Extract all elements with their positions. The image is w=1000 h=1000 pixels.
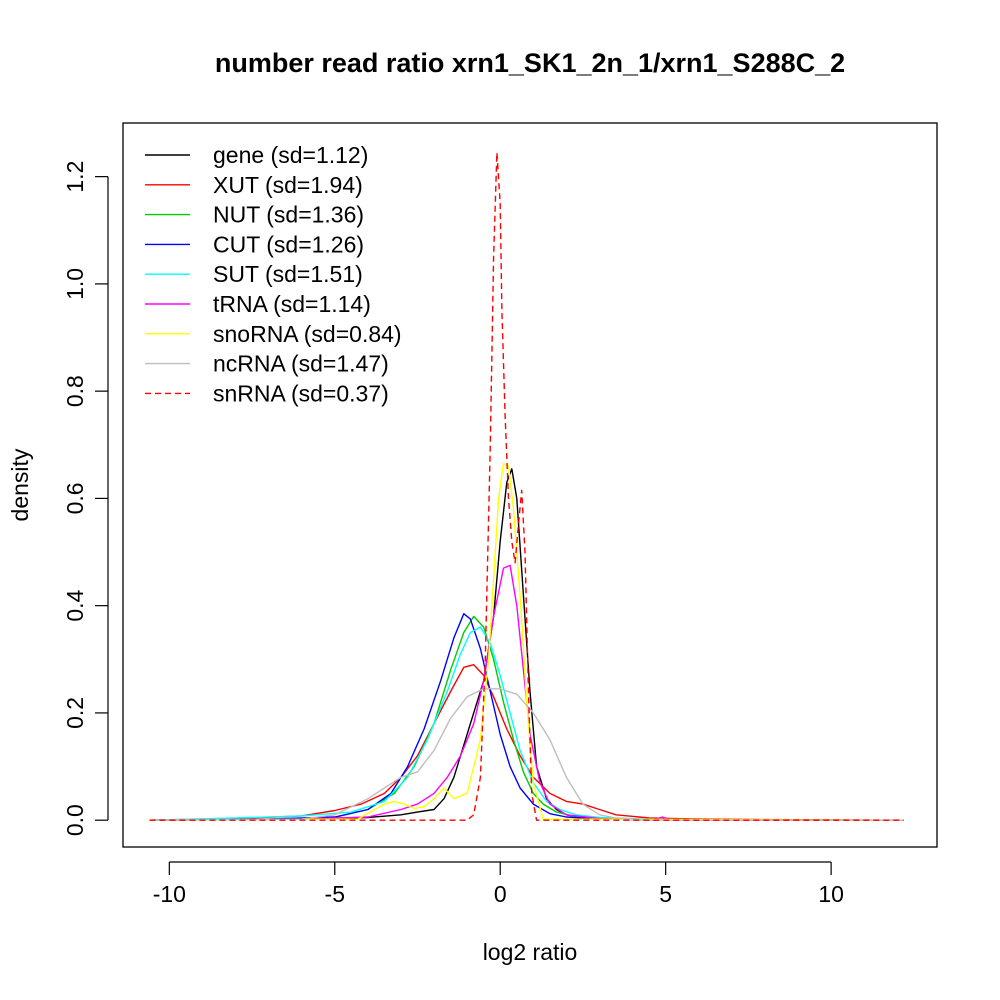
legend-label: NUT (sd=1.36) xyxy=(213,202,364,228)
x-tick-label: -5 xyxy=(325,881,345,907)
legend-label: snRNA (sd=0.37) xyxy=(213,380,389,406)
y-tick-label: 0.6 xyxy=(62,482,88,514)
x-tick-label: 0 xyxy=(494,881,507,907)
y-tick-label: 0.8 xyxy=(62,375,88,407)
y-axis-label: density xyxy=(7,448,33,521)
legend-label: XUT (sd=1.94) xyxy=(213,172,363,198)
legend-label: tRNA (sd=1.14) xyxy=(213,291,371,317)
series-line-6 xyxy=(149,462,904,821)
y-tick-label: 1.0 xyxy=(62,268,88,300)
legend-label: ncRNA (sd=1.47) xyxy=(213,351,389,377)
series-layer xyxy=(149,151,904,821)
y-axis: 0.0 0.2 0.4 0.6 0.8 1.0 1.2 xyxy=(62,161,109,836)
legend-label: CUT (sd=1.26) xyxy=(213,231,364,257)
x-tick-label: 10 xyxy=(818,881,844,907)
series-line-4 xyxy=(149,626,904,821)
y-tick-label: 0.4 xyxy=(62,589,88,621)
legend-label: SUT (sd=1.51) xyxy=(213,261,363,287)
legend-label: snoRNA (sd=0.84) xyxy=(213,321,402,347)
plot-frame xyxy=(122,122,938,848)
y-tick-label: 0.0 xyxy=(62,804,88,836)
x-tick-label: -10 xyxy=(153,881,186,907)
x-tick-label: 5 xyxy=(659,881,672,907)
legend: gene (sd=1.12) XUT (sd=1.94) NUT (sd=1.36)… xyxy=(145,142,402,406)
series-line-8 xyxy=(149,151,904,821)
y-tick-label: 1.2 xyxy=(62,161,88,193)
legend-label: gene (sd=1.12) xyxy=(213,142,368,168)
x-axis-label: log2 ratio xyxy=(483,939,578,965)
chart-title: number read ratio xrn1_SK1_2n_1/xrn1_S28… xyxy=(215,48,845,78)
x-axis: -10 -5 0 5 10 xyxy=(153,861,844,907)
y-tick-label: 0.2 xyxy=(62,697,88,729)
series-line-3 xyxy=(149,613,904,821)
